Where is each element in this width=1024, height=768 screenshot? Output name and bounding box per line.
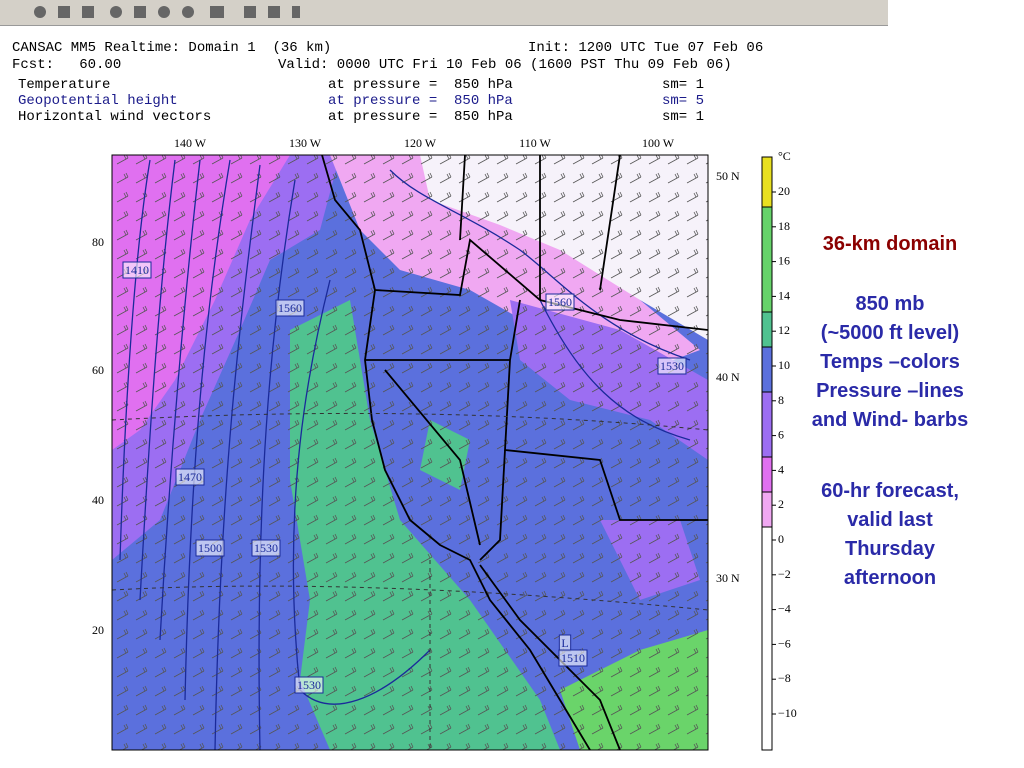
title: CANSAC MM5 Realtime: Domain 1 (36 km) (12, 40, 332, 56)
annotation-line: 60-hr forecast, (821, 480, 959, 502)
map (112, 155, 708, 750)
contour-label: 1530 (297, 678, 321, 692)
colorbar-label: −4 (778, 602, 791, 616)
contour-label: 1560 (278, 301, 302, 315)
map-frame (111, 154, 709, 751)
colorbar-unit: °C (778, 149, 791, 163)
field-sm: sm= 5 (662, 93, 705, 109)
field-name: Horizontal wind vectors (18, 109, 212, 125)
colorbar-label: 4 (778, 462, 784, 476)
annotation-line: 850 mb (855, 293, 925, 315)
contour-label: 1530 (254, 541, 278, 555)
field-sm: sm= 1 (662, 109, 705, 125)
contour-label-box (558, 649, 588, 667)
annotation-heading: 36-km domain (822, 233, 958, 255)
colorbar-label: −10 (778, 706, 797, 720)
colorbar-label: −8 (778, 671, 791, 685)
contour-label-box (545, 293, 575, 311)
annotation-line: Temps –colors (820, 351, 960, 373)
annotation: 60-hr forecast, valid last Thursday afterno… (780, 477, 1000, 593)
contour-label-box (122, 261, 152, 279)
field-name: Temperature (18, 77, 111, 93)
annotation-line: Pressure –lines (816, 380, 964, 402)
annotation-line: afternoon (843, 567, 937, 589)
annotation-line: valid last (847, 509, 933, 531)
lon-label: 110 W (519, 136, 551, 150)
contour-label-box (251, 539, 281, 557)
colorbar-label: −6 (778, 636, 791, 650)
contour-label: 1500 (198, 541, 222, 555)
lat-label: 40 N (716, 370, 740, 384)
colorbar-label: −2 (778, 567, 791, 581)
contour-label: 1510 (561, 651, 585, 665)
contour-label-box (294, 676, 324, 694)
field-sm: sm= 1 (662, 77, 705, 93)
field-level: at pressure = 850 hPa (328, 109, 513, 125)
fcst: Fcst: 60.00 (12, 57, 122, 73)
contour-label: 1410 (125, 263, 149, 277)
colorbar-label: 12 (778, 323, 790, 337)
contour-label: L (561, 636, 568, 650)
colorbar-label: 10 (778, 358, 790, 372)
colorbar-label: 18 (778, 219, 790, 233)
valid: Valid: 0000 UTC Fri 10 Feb 06 (1600 PST … (278, 57, 732, 73)
lon-label: 100 W (642, 136, 675, 150)
map-labels: 140 W 130 W 120 W 110 W 100 W50 N40 N30 N806… (92, 136, 797, 720)
lon-label: 140 W (174, 136, 207, 150)
contour-label-box (275, 299, 305, 317)
colorbar-label: 16 (778, 254, 790, 268)
contour-label-box (175, 468, 205, 486)
contour-label: 1530 (660, 359, 684, 373)
colorbar (761, 156, 773, 751)
init: Init: 1200 UTC Tue 07 Feb 06 (528, 40, 764, 56)
colorbar-label: 2 (778, 497, 784, 511)
axis-label: 80 (92, 235, 104, 249)
colorbar-label: 14 (778, 288, 790, 302)
lon-label: 120 W (404, 136, 437, 150)
axis-label: 20 (92, 623, 104, 637)
field-level: at pressure = 850 hPa (328, 93, 513, 109)
lat-label: 50 N (716, 169, 740, 183)
colorbar-label: 20 (778, 184, 790, 198)
annotation-line: and Wind- barbs (811, 409, 969, 431)
lon-label: 130 W (289, 136, 322, 150)
lat-label: 30 N (716, 571, 740, 585)
field-name: Geopotential height (18, 93, 178, 109)
contour-label: 1470 (178, 470, 202, 484)
axis-label: 40 (92, 493, 104, 507)
annotation: 850 mb (~5000 ft level) Temps –colors Press… (780, 290, 1000, 435)
colorbar-label: 8 (778, 393, 784, 407)
colorbar-label: 6 (778, 428, 784, 442)
annotation-line: Thursday (844, 538, 936, 560)
contour-label-box (657, 357, 687, 375)
toolbar-icons (34, 6, 300, 18)
contour-label-box (195, 539, 225, 557)
colorbar-label: 0 (778, 532, 784, 546)
annotation-line: (~5000 ft level) (820, 322, 960, 344)
axis-label: 60 (92, 363, 104, 377)
contour-label: 1560 (548, 295, 572, 309)
toolbar (0, 0, 888, 26)
field-level: at pressure = 850 hPa (328, 77, 513, 93)
